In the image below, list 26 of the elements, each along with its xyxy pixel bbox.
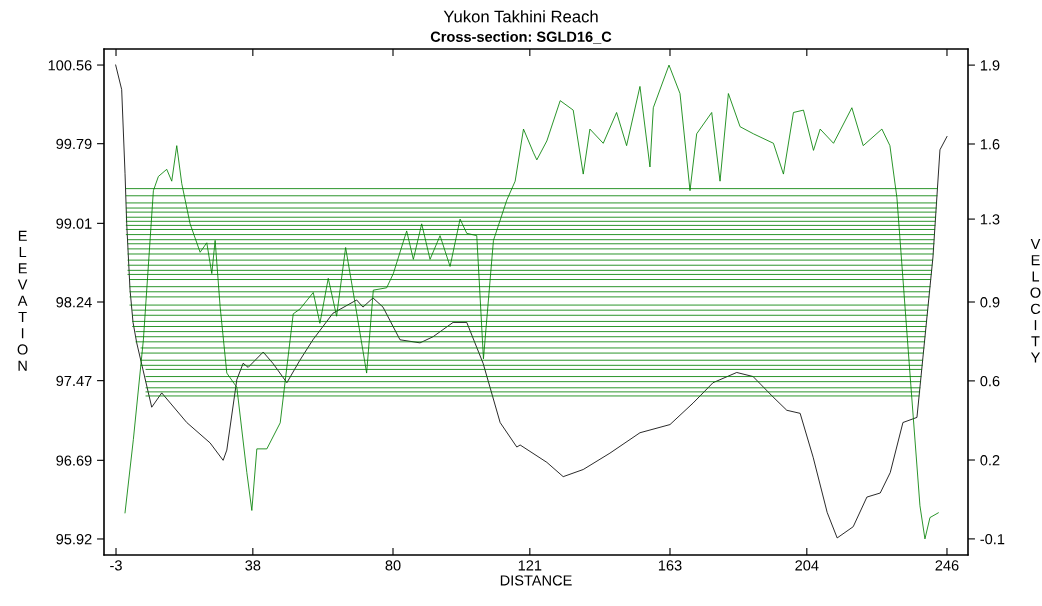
x-axis-title: DISTANCE xyxy=(500,575,572,586)
y2-tick-label: 1.3 xyxy=(980,214,1000,225)
y-tick-label: 99.01 xyxy=(56,218,92,229)
x-tick-label: 204 xyxy=(795,560,819,571)
x-tick-label: 163 xyxy=(658,560,682,571)
y2-tick-label: 0.6 xyxy=(980,375,1000,387)
x-tick-label: 38 xyxy=(245,560,261,571)
y2-tick-label: -0.1 xyxy=(980,533,1005,545)
text: ELEVATION xyxy=(17,230,28,371)
y-tick-label: 97.47 xyxy=(56,375,92,387)
y2-tick-label: 0.2 xyxy=(980,455,1000,466)
x-tick-label: -3 xyxy=(110,560,122,571)
y2-axis-title: VELOCITY xyxy=(1030,238,1041,363)
y-tick-label: 99.79 xyxy=(56,138,92,150)
y-tick-label: 100.56 xyxy=(48,60,92,71)
y2-tick-label: 0.9 xyxy=(980,297,1000,308)
y-tick-label: 96.69 xyxy=(56,455,92,466)
y-tick-label: 95.92 xyxy=(56,534,92,545)
x-tick-label: 121 xyxy=(518,560,542,571)
y2-tick-label: 1.6 xyxy=(980,139,1000,150)
chart-subtitle: Cross-section: SGLD16_C xyxy=(430,31,612,44)
x-tick-label: 246 xyxy=(935,560,959,571)
y-tick-label: 98.24 xyxy=(56,297,92,308)
x-tick-label: 80 xyxy=(385,560,401,571)
y2-tick-label: 1.9 xyxy=(980,60,1000,71)
chart-title: Yukon Takhini Reach xyxy=(443,10,598,23)
